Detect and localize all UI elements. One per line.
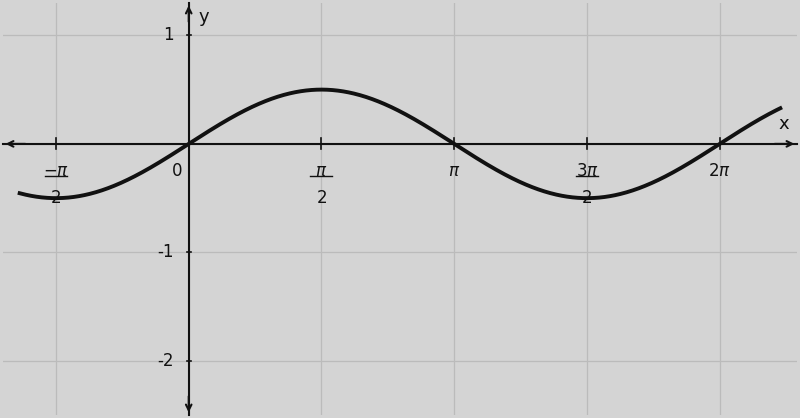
Text: -1: -1 — [157, 243, 174, 261]
Text: -2: -2 — [157, 352, 174, 370]
Text: $2\pi$: $2\pi$ — [708, 162, 731, 180]
Text: $3\pi$: $3\pi$ — [575, 162, 598, 180]
Text: $2$: $2$ — [316, 189, 327, 207]
Text: 1: 1 — [163, 26, 174, 44]
Text: y: y — [199, 8, 210, 26]
Text: $\pi$: $\pi$ — [315, 162, 327, 180]
Text: $-\pi$: $-\pi$ — [43, 162, 69, 180]
Text: $2$: $2$ — [582, 189, 593, 207]
Text: $\pi$: $\pi$ — [448, 162, 460, 180]
Text: x: x — [778, 115, 789, 133]
Text: 0: 0 — [171, 162, 182, 180]
Text: $2$: $2$ — [50, 189, 62, 207]
